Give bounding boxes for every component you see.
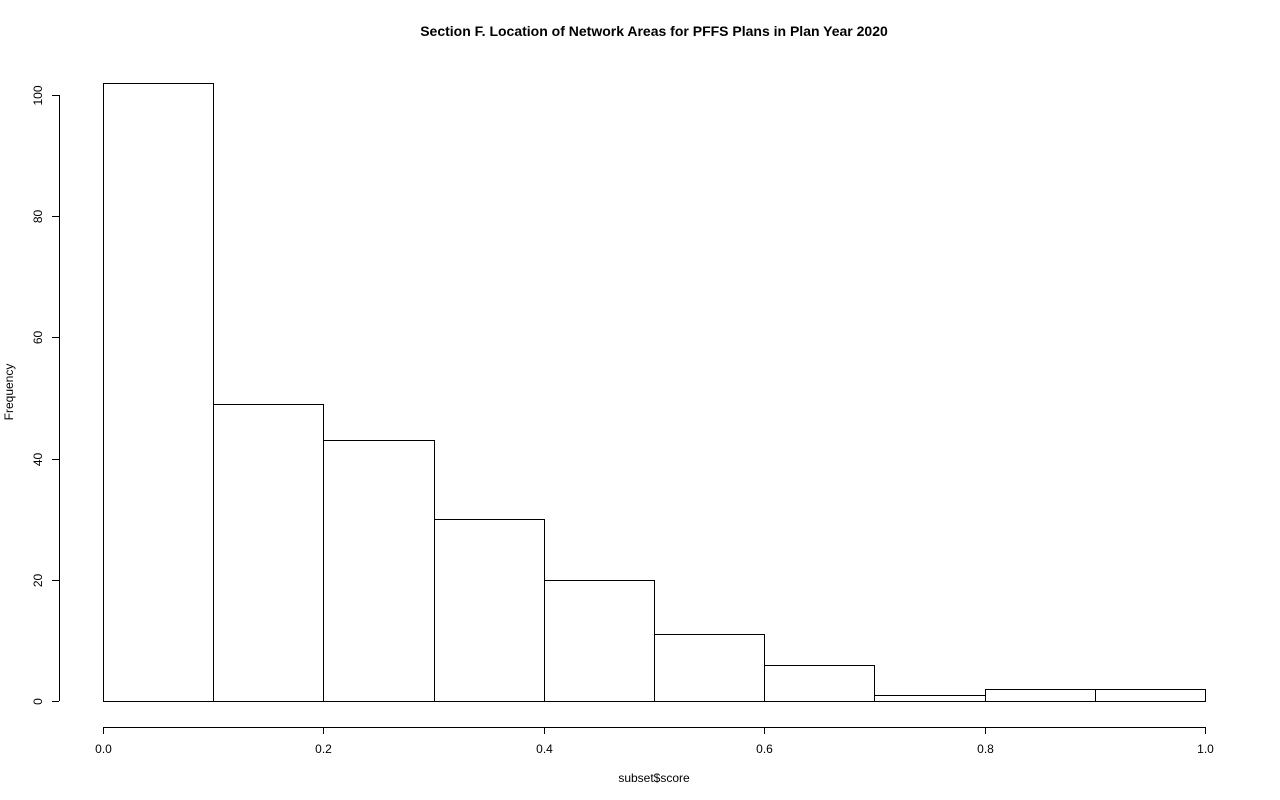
x-axis-label: subset$score: [618, 771, 690, 785]
y-tick-label-1: 20: [31, 574, 45, 588]
y-axis-label: Frequency: [2, 364, 16, 421]
histogram-bar-6: [764, 665, 875, 702]
histogram-bar-1: [213, 404, 324, 702]
y-tick-label-5: 100: [31, 85, 45, 105]
histogram-bar-4: [544, 580, 655, 702]
histogram-bar-0: [103, 83, 214, 702]
x-tick-label-3: 0.6: [756, 742, 773, 756]
histogram-bar-3: [434, 519, 545, 702]
x-tick-label-4: 0.8: [977, 742, 994, 756]
y-tick-label-4: 80: [31, 210, 45, 224]
histogram-bar-8: [985, 689, 1096, 702]
y-axis: 0 20 40 60 80 100: [31, 85, 60, 705]
histogram-bar-9: [1095, 689, 1206, 702]
y-tick-label-0: 0: [31, 698, 45, 705]
x-tick-label-0: 0.0: [95, 742, 112, 756]
chart-title: Section F. Location of Network Areas for…: [420, 23, 888, 39]
x-tick-label-1: 0.2: [315, 742, 332, 756]
y-tick-label-3: 60: [31, 331, 45, 345]
x-tick-label-2: 0.4: [536, 742, 553, 756]
x-tick-label-5: 1.0: [1197, 742, 1214, 756]
histogram-bar-2: [323, 440, 435, 702]
histogram-bar-5: [654, 634, 765, 702]
histogram-bar-7: [874, 695, 986, 702]
x-axis: 0.0 0.2 0.4 0.6 0.8 1.0: [95, 727, 1214, 756]
y-tick-label-2: 40: [31, 453, 45, 467]
bars: [103, 83, 1206, 702]
